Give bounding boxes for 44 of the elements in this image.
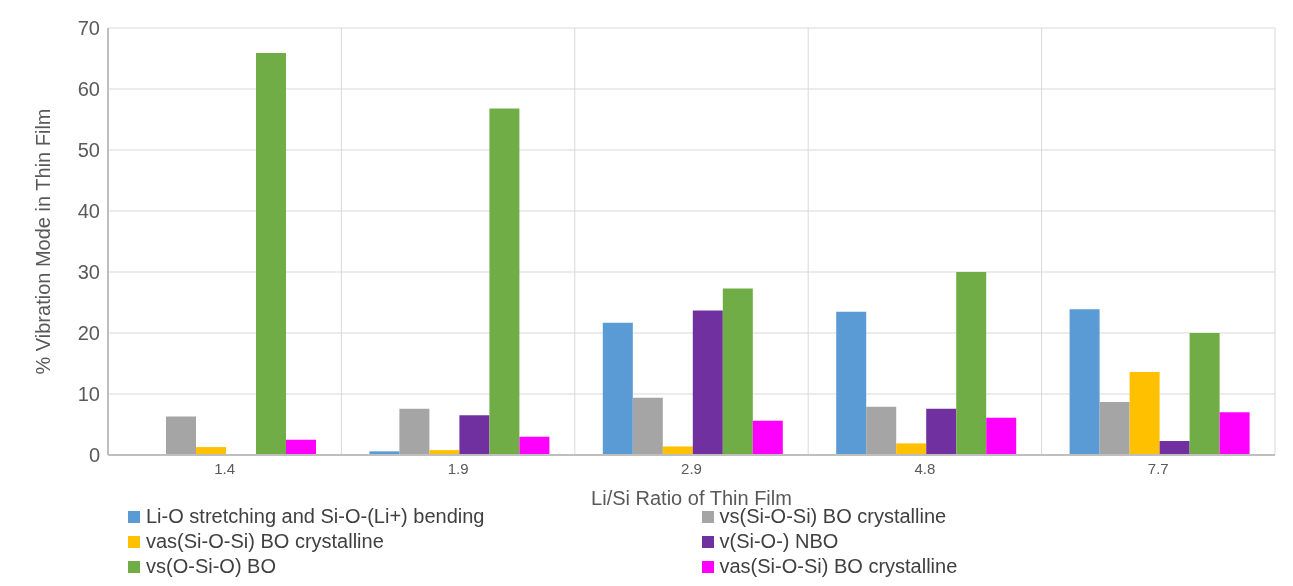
- legend-label: vas(Si-O-Si) BO crystalline: [719, 555, 958, 578]
- bar: [1189, 333, 1220, 455]
- legend-label: vs(O-Si-O) BO: [146, 555, 276, 578]
- bar: [926, 408, 957, 455]
- bar: [1069, 309, 1100, 455]
- y-tick-label: 20: [77, 322, 100, 345]
- bar: [1129, 372, 1160, 455]
- bar: [519, 436, 550, 455]
- bar: [1219, 412, 1250, 455]
- y-tick-label: 70: [77, 17, 100, 40]
- bar: [286, 439, 317, 455]
- x-tick-label: 2.9: [681, 459, 702, 477]
- bar: [399, 408, 430, 455]
- bar: [662, 446, 693, 455]
- bar: [256, 53, 287, 455]
- bar: [1099, 401, 1130, 455]
- bar: [692, 310, 723, 455]
- bar: [1159, 440, 1190, 455]
- bar: [956, 272, 987, 455]
- y-tick-label: 30: [77, 261, 100, 284]
- y-tick-label: 10: [77, 383, 100, 406]
- bar: [986, 417, 1017, 455]
- bar: [602, 322, 633, 455]
- legend-label: Li-O stretching and Si-O-(Li+) bending: [146, 505, 485, 528]
- y-tick-label: 60: [77, 78, 100, 101]
- bar: [722, 288, 753, 455]
- bar: [632, 397, 663, 455]
- bar: [836, 311, 867, 455]
- bar: [489, 108, 520, 455]
- y-tick-label: 0: [88, 444, 100, 467]
- y-tick-label: 50: [77, 139, 100, 162]
- y-axis-title: % Vibration Mode in Thin Film: [32, 108, 55, 375]
- legend-label: vas(Si-O-Si) BO crystalline: [146, 530, 384, 553]
- x-tick-label: 4.8: [914, 459, 936, 477]
- bar: [752, 420, 783, 455]
- bar: [896, 443, 927, 455]
- x-tick-label: 7.7: [1147, 459, 1169, 477]
- bar: [166, 416, 197, 455]
- bar: [459, 415, 490, 455]
- legend-label: v(Si-O-) NBO: [719, 530, 839, 553]
- x-tick-label: 1.4: [214, 459, 236, 477]
- x-tick-label: 1.9: [447, 459, 469, 477]
- y-tick-label: 40: [77, 200, 100, 223]
- bar: [866, 406, 897, 455]
